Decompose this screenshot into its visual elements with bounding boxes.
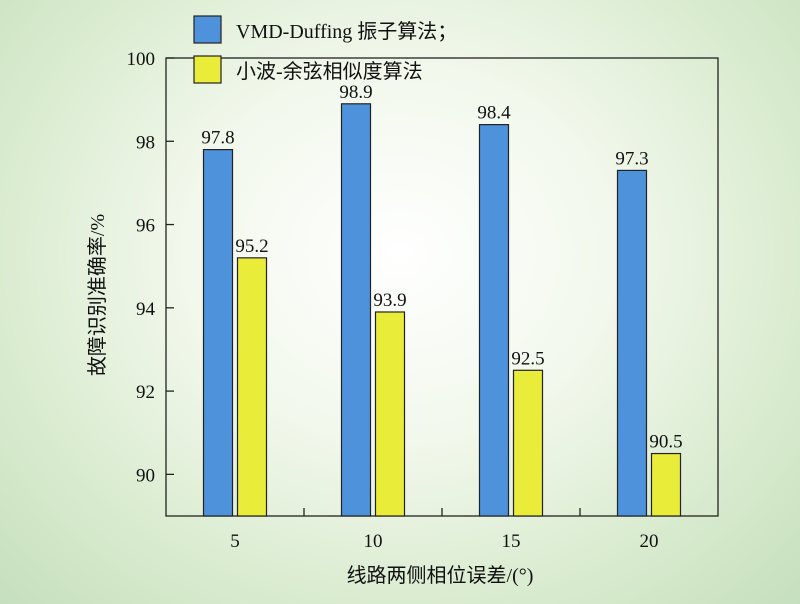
x-tick-label: 10 [364, 531, 383, 552]
legend: VMD-Duffing 振子算法； 小波-余弦相似度算法 [193, 15, 457, 84]
legend-label-series-2: 小波-余弦相似度算法 [236, 60, 423, 83]
legend-swatch-series-2 [193, 55, 222, 84]
y-tick-label: 96 [136, 216, 155, 237]
data-label-series-1: 98.9 [339, 82, 372, 103]
y-axis-title: 故障识别准确率/% [86, 214, 109, 376]
y-tick-label: 92 [136, 382, 155, 403]
legend-label-series-1: VMD-Duffing 振子算法； [236, 20, 457, 43]
data-label-series-2: 93.9 [373, 290, 406, 311]
data-label-series-1: 97.3 [615, 148, 648, 169]
y-tick-label: 100 [127, 49, 156, 70]
data-label-series-2: 95.2 [235, 236, 268, 257]
bar-series-2 [236, 257, 268, 517]
x-tick-label: 20 [640, 531, 659, 552]
bar-series-1 [340, 103, 372, 517]
data-label-series-2: 90.5 [649, 432, 682, 453]
bar-series-2 [512, 369, 544, 517]
bar-series-1 [616, 169, 648, 517]
bar-series-1 [478, 124, 510, 517]
data-label-series-1: 97.8 [201, 128, 234, 149]
bar-series-2 [374, 311, 406, 517]
x-tick-label: 15 [502, 531, 521, 552]
y-tick-label: 90 [136, 465, 155, 486]
bar-series-2 [650, 452, 682, 517]
x-tick-label: 5 [230, 531, 240, 552]
y-tick-label: 98 [136, 132, 155, 153]
data-label-series-2: 92.5 [511, 348, 544, 369]
data-label-series-1: 98.4 [477, 103, 511, 124]
legend-swatch-series-1 [193, 15, 222, 44]
y-tick-label: 94 [136, 299, 156, 320]
x-axis-title: 线路两侧相位误差/(°) [347, 564, 534, 587]
bar-series-1 [202, 149, 234, 517]
